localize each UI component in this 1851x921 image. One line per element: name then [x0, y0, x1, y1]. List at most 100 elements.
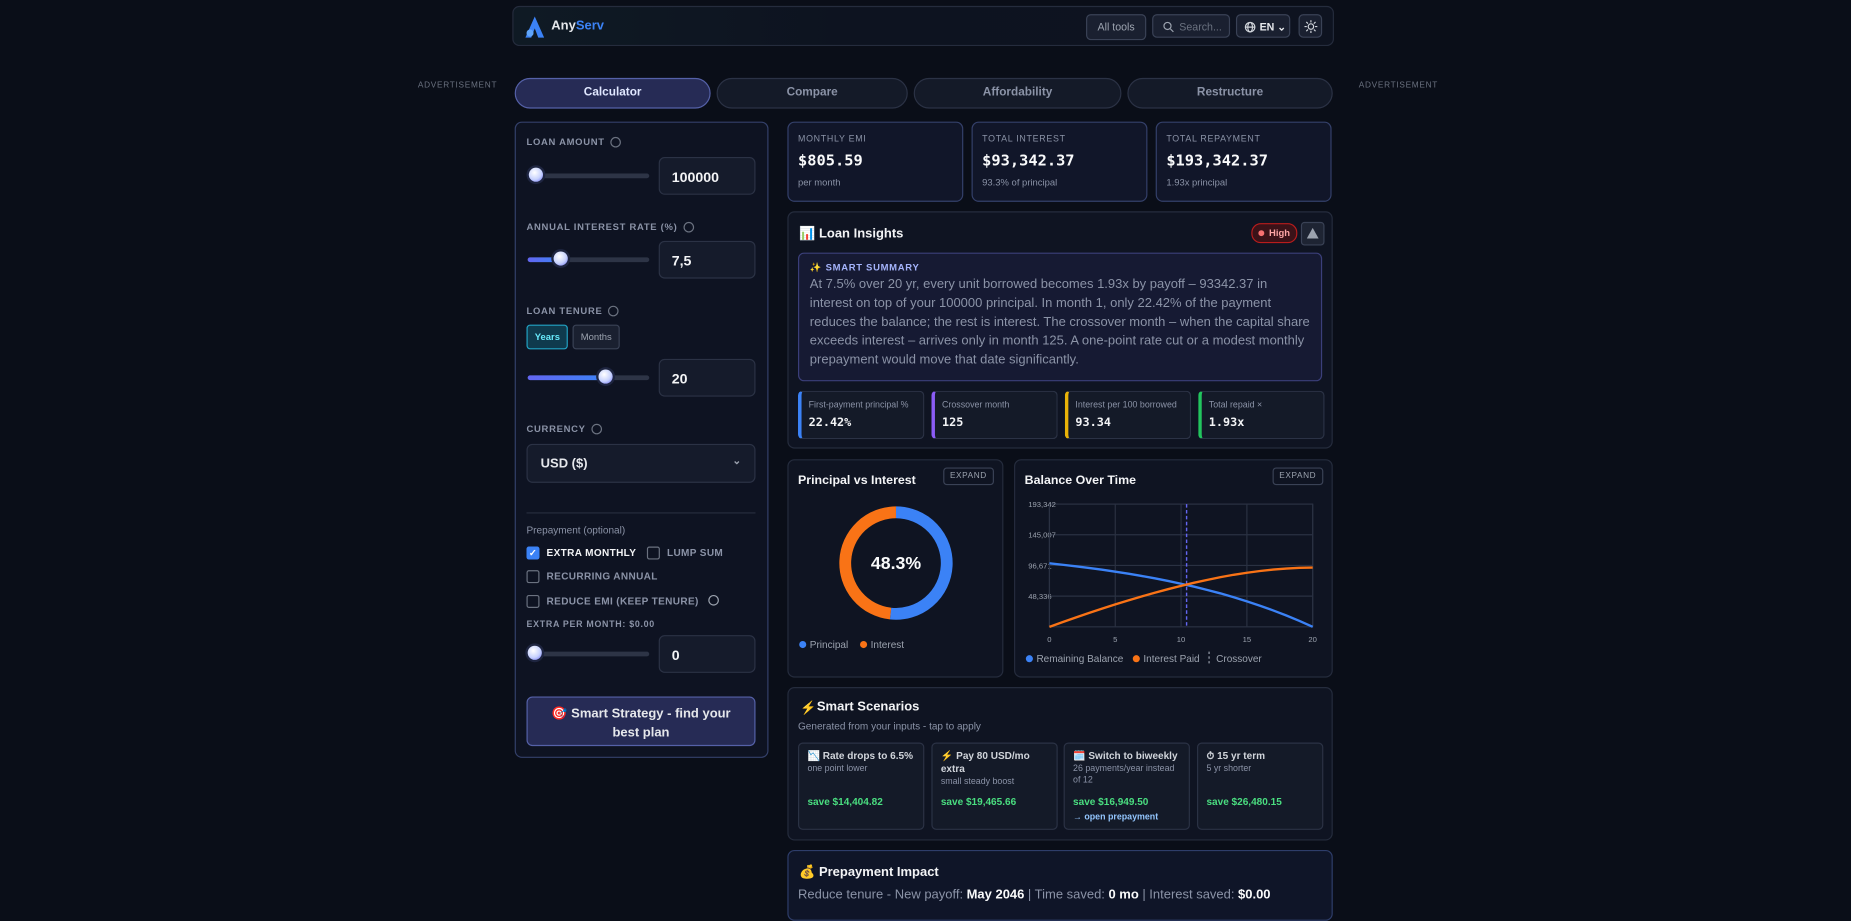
impact-value: May 2046 — [966, 887, 1025, 902]
donut-chart: 48.3% Principal Interest — [799, 506, 953, 651]
slider-thumb[interactable] — [598, 369, 613, 384]
tenure-input[interactable]: 20 — [658, 358, 756, 397]
theme-toggle[interactable] — [1298, 14, 1323, 38]
donut-segment — [839, 506, 897, 620]
scenario-card[interactable]: 📉 Rate drops to 6.5% one point lower save … — [798, 742, 925, 830]
info-icon[interactable] — [610, 136, 622, 148]
slider[interactable] — [527, 251, 650, 266]
line-chart: 48,336 96,671 145,007 193,342 0 5 10 15 20 Remain… — [1025, 500, 1317, 666]
chart-title: Principal vs Interest — [798, 473, 916, 488]
extra-input[interactable]: 0 — [658, 635, 756, 673]
scenarios-subtitle: Generated from your inputs - tap to appl… — [798, 720, 981, 732]
checkbox[interactable]: ✓ — [526, 546, 540, 560]
x-tick-label: 20 — [1308, 635, 1317, 644]
ad-label: ADVERTISEMENT — [417, 81, 498, 90]
smart-strategy-button[interactable]: 🎯 Smart Strategy - find your best plan — [526, 696, 756, 747]
currency: USD ($) — [540, 456, 588, 472]
legend-label: Remaining Balance — [1036, 654, 1123, 665]
language-button[interactable]: EN ⌄ — [1235, 14, 1291, 38]
tab[interactable]: Calculator — [514, 77, 711, 109]
scenario-card[interactable]: ⚡ Pay 80 USD/mo extra small steady boost s… — [931, 742, 1058, 830]
label-text: CURRENCY — [526, 423, 586, 435]
tab[interactable]: Restructure — [1127, 77, 1333, 109]
scenario-link[interactable]: → open prepayment — [1073, 810, 1159, 822]
expand-button[interactable]: EXPAND — [942, 467, 994, 486]
scenario-title: 🗓️ Switch to biweekly — [1073, 749, 1178, 762]
checkbox-option[interactable]: LUMP SUM — [646, 546, 723, 560]
checkbox[interactable] — [526, 594, 540, 608]
years-toggle[interactable]: Years — [526, 324, 569, 350]
loan-amount-input[interactable]: 100000 — [658, 157, 756, 195]
sun-icon — [1304, 20, 1318, 34]
scenario-card[interactable]: ⏱ 15 yr term 5 yr shorter save $26,480.15 — [1197, 742, 1324, 830]
metric-value: 93.34 — [1075, 416, 1111, 430]
slider[interactable] — [527, 645, 650, 660]
stat-note: 1.93x principal — [1166, 177, 1228, 188]
scenarios-icon: ⚡ — [800, 701, 817, 716]
impact-line: Reduce tenure - New payoff: May 2046 | Tim… — [798, 888, 1274, 902]
impact-value: $0.00 — [1238, 887, 1271, 902]
checkbox-option[interactable]: RECURRING ANNUAL — [526, 570, 657, 584]
scenario-note: 5 yr shorter — [1206, 762, 1252, 774]
scenario-title: ⚡ Pay 80 USD/mo extra — [940, 749, 1030, 775]
stat-value: $93,342.37 — [982, 152, 1075, 170]
checkbox-option[interactable]: REDUCE EMI (KEEP TENURE) — [526, 594, 719, 608]
checkbox-option[interactable]: ✓ EXTRA MONTHLY — [526, 546, 636, 560]
smart-scenarios: ⚡ Smart Scenarios Generated from your in… — [787, 687, 1333, 841]
expand-button[interactable]: EXPAND — [1272, 467, 1324, 486]
collapse-button[interactable] — [1300, 221, 1325, 246]
field-label: ANNUAL INTEREST RATE (%) — [526, 221, 694, 233]
info-icon[interactable] — [591, 423, 603, 435]
logo-icon — [525, 16, 545, 38]
label-text: ANNUAL INTEREST RATE (%) — [526, 221, 678, 233]
legend-label: Principal — [810, 640, 848, 651]
metric-card: Crossover month 125 — [931, 390, 1058, 440]
info-icon[interactable] — [708, 594, 719, 606]
slider-thumb[interactable] — [527, 645, 542, 660]
rate-input[interactable]: 7,5 — [658, 240, 756, 279]
metric-card: First-payment principal % 22.42% — [798, 390, 925, 440]
brand-b: Serv — [575, 18, 604, 34]
search-icon — [1163, 21, 1174, 33]
extra-label: EXTRA PER MONTH: $0.00 — [526, 618, 655, 630]
slider-thumb[interactable] — [528, 167, 544, 182]
slider[interactable] — [527, 369, 650, 384]
label-text: LOAN AMOUNT — [526, 136, 605, 148]
impact-label: | Interest saved: — [1142, 887, 1235, 902]
scenario-saving: save $19,465.66 — [940, 795, 1017, 808]
all-tools-button[interactable]: All tools — [1086, 14, 1147, 41]
x-tick-label: 0 — [1047, 635, 1051, 644]
x-tick-label: 5 — [1113, 635, 1117, 644]
slider[interactable] — [527, 167, 650, 182]
stat-card: MONTHLY EMI $805.59 per month — [787, 121, 964, 202]
donut-segment — [889, 506, 953, 620]
slider-fill — [527, 257, 561, 263]
tab[interactable]: Affordability — [913, 77, 1122, 109]
summary-text: At 7.5% over 20 yr, every unit borrowed … — [809, 277, 1310, 368]
metric-value: 125 — [942, 416, 964, 430]
legend-label: Crossover — [1216, 654, 1262, 665]
brand-a: Any — [551, 18, 576, 34]
scenario-title: 📉 Rate drops to 6.5% — [807, 749, 914, 762]
currency-select[interactable]: USD ($) ⌄ — [526, 443, 756, 483]
checkbox[interactable] — [526, 570, 540, 584]
months-toggle[interactable]: Months — [572, 324, 621, 350]
legend-swatch — [1132, 655, 1140, 663]
scenario-card[interactable]: 🗓️ Switch to biweekly 26 payments/year in… — [1063, 742, 1190, 830]
y-tick-label: 193,342 — [1028, 500, 1056, 509]
slider-thumb[interactable] — [553, 251, 568, 266]
metric-label: First-payment principal % — [808, 399, 909, 410]
divider — [526, 512, 756, 514]
brand[interactable]: AnyServ — [551, 19, 604, 33]
option-label: REDUCE EMI (KEEP TENURE) — [546, 594, 699, 607]
info-icon[interactable] — [608, 305, 620, 317]
checkbox[interactable] — [646, 546, 660, 560]
center-label: 48.3% — [871, 553, 921, 573]
label-text: LOAN TENURE — [526, 305, 603, 317]
risk-badge: High — [1251, 223, 1298, 244]
info-icon[interactable] — [683, 221, 694, 233]
chart-title: Balance Over Time — [1024, 473, 1137, 488]
search-box[interactable]: Search... — [1152, 14, 1231, 38]
tab[interactable]: Compare — [716, 77, 908, 109]
